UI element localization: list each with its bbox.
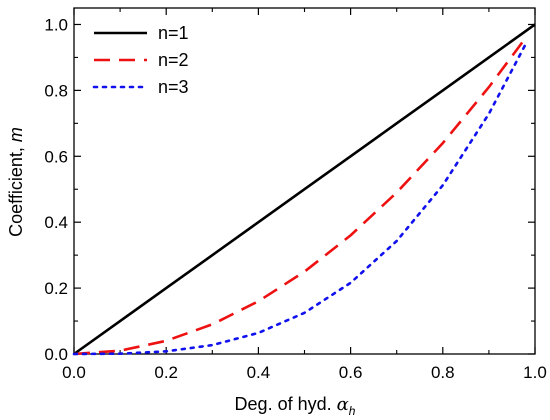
plot-frame: [73, 7, 536, 355]
y-tick-label: 0.6: [44, 147, 68, 166]
x-tick-label: 0.6: [339, 363, 363, 382]
series-layer: [72, 23, 536, 356]
x-tick-label: 0.2: [154, 363, 178, 382]
series-line-n=3: [72, 42, 528, 356]
x-tick-label: 0.0: [62, 363, 86, 382]
series-line-n=2: [73, 36, 527, 356]
y-axis-title-symbol: m: [6, 127, 26, 142]
y-tick-label: 1.0: [44, 15, 68, 34]
y-axis-title-text: Coefficient,: [6, 142, 26, 237]
plot-area: 0.0 0.2 0.4 0.6 0.8 1.0 0.0 0.2 0.4 0.6 0.8 1.0: [44, 7, 547, 382]
x-axis-title-symbol: α: [337, 394, 349, 415]
legend-label: n=3: [158, 77, 189, 97]
x-tick-label: 0.4: [247, 363, 271, 382]
y-tick-label: 0.2: [44, 279, 68, 298]
series-line-n=1: [73, 23, 536, 356]
x-axis-title-subscript: h: [349, 404, 356, 418]
x-tick-label: 0.8: [431, 363, 455, 382]
x-axis-title: Deg. of hyd. αh: [235, 394, 356, 418]
y-axis-title: Coefficient, m: [6, 127, 26, 237]
y-tick-label: 0.8: [44, 81, 68, 100]
legend-label: n=1: [158, 23, 189, 43]
x-axis-title-text: Deg. of hyd.: [235, 394, 337, 414]
legend-label: n=2: [158, 50, 189, 70]
y-tick-label: 0.4: [44, 213, 68, 232]
legend: n=1 n=2 n=3: [92, 23, 189, 97]
y-tick-label: 0.0: [44, 345, 68, 364]
x-tick-label: 1.0: [523, 363, 547, 382]
